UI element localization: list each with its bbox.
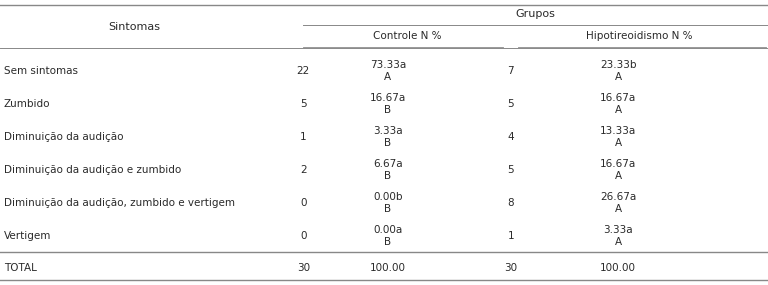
Text: 0: 0	[300, 198, 306, 208]
Text: 0.00b
B: 0.00b B	[373, 192, 402, 214]
Text: 23.33b
A: 23.33b A	[600, 60, 637, 82]
Text: 6.67a
B: 6.67a B	[373, 159, 402, 181]
Text: Sintomas: Sintomas	[108, 21, 161, 32]
Text: 1: 1	[508, 231, 514, 241]
Text: 3.33a
A: 3.33a A	[604, 225, 633, 247]
Text: 22: 22	[296, 66, 310, 76]
Text: 2: 2	[300, 165, 306, 175]
Text: Diminuição da audição: Diminuição da audição	[4, 132, 124, 142]
Text: 0.00a
B: 0.00a B	[373, 225, 402, 247]
Text: 13.33a
A: 13.33a A	[600, 126, 637, 148]
Text: 16.67a
A: 16.67a A	[600, 93, 637, 115]
Text: Diminuição da audição e zumbido: Diminuição da audição e zumbido	[4, 165, 181, 175]
Text: 73.33a
A: 73.33a A	[369, 60, 406, 82]
Text: Vertigem: Vertigem	[4, 231, 51, 241]
Text: Grupos: Grupos	[516, 9, 555, 19]
Text: 3.33a
B: 3.33a B	[373, 126, 402, 148]
Text: 0: 0	[300, 231, 306, 241]
Text: Zumbido: Zumbido	[4, 99, 51, 109]
Text: Sem sintomas: Sem sintomas	[4, 66, 78, 76]
Text: 30: 30	[296, 263, 310, 274]
Text: 30: 30	[504, 263, 518, 274]
Text: 7: 7	[508, 66, 514, 76]
Text: 16.67a
B: 16.67a B	[369, 93, 406, 115]
Text: 100.00: 100.00	[370, 263, 406, 274]
Text: 100.00: 100.00	[601, 263, 636, 274]
Text: 16.67a
A: 16.67a A	[600, 159, 637, 181]
Text: 4: 4	[508, 132, 514, 142]
Text: 5: 5	[508, 165, 514, 175]
Text: Diminuição da audição, zumbido e vertigem: Diminuição da audição, zumbido e vertige…	[4, 198, 235, 208]
Text: Hipotireoidismo N %: Hipotireoidismo N %	[586, 31, 693, 42]
Text: 8: 8	[508, 198, 514, 208]
Text: Controle N %: Controle N %	[372, 31, 442, 42]
Text: 5: 5	[508, 99, 514, 109]
Text: 1: 1	[300, 132, 306, 142]
Text: 5: 5	[300, 99, 306, 109]
Text: TOTAL: TOTAL	[4, 263, 37, 274]
Text: 26.67a
A: 26.67a A	[600, 192, 637, 214]
